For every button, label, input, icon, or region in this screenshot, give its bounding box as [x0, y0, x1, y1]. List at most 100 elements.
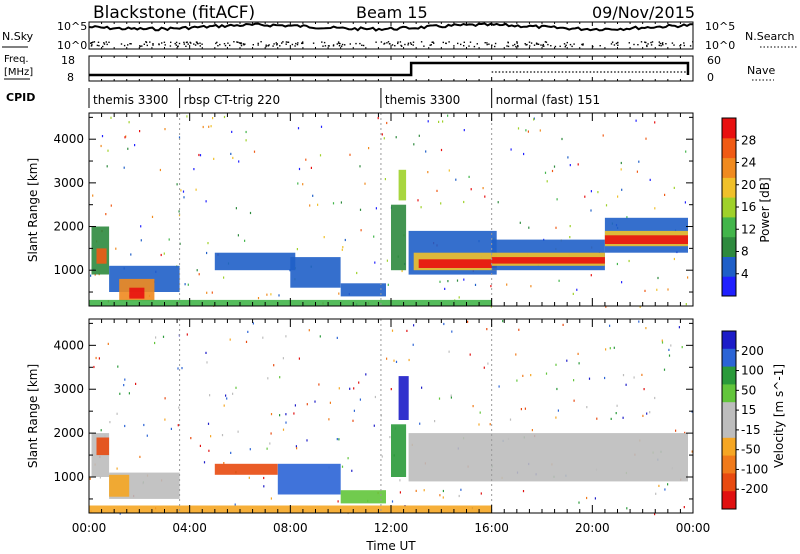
velocity-ylabel: Slant Range [km] — [26, 364, 40, 468]
data-band — [391, 204, 407, 271]
cpid-segment-label: normal (fast) 151 — [496, 93, 600, 107]
colorbar-tick-label: 100 — [741, 364, 764, 378]
range-tick-label: 1000 — [53, 263, 84, 277]
freq-right-top: 60 — [707, 54, 721, 67]
data-band — [96, 248, 107, 264]
colorbar-swatch — [722, 137, 736, 159]
freq-label: Freq. — [4, 54, 29, 65]
data-band — [277, 463, 341, 495]
colorbar-swatch — [722, 118, 736, 139]
colorbar-swatch — [722, 420, 736, 439]
colorbar-swatch — [722, 236, 736, 257]
power-ylabel: Slant Range [km] — [26, 158, 40, 262]
freq-right-bottom: 0 — [707, 71, 714, 84]
data-band — [214, 252, 296, 271]
data-band — [340, 283, 386, 297]
cpid-strip: CPID themis 3300 rbsp CT-trig 220 themis 3… — [6, 88, 600, 108]
frequency-line — [89, 61, 690, 77]
data-band — [391, 424, 407, 477]
data-band — [109, 474, 130, 497]
colorbar-swatch — [722, 384, 736, 403]
range-tick-label: 4000 — [53, 338, 84, 352]
colorbar-swatch — [722, 473, 736, 492]
colorbar-tick-label: 50 — [741, 383, 756, 397]
nsky-label: N.Sky — [2, 30, 34, 43]
noise-left-bottom: 10^0 — [57, 39, 87, 52]
colorbar-swatch — [722, 216, 736, 238]
data-band — [340, 490, 386, 504]
colorbar-swatch — [722, 437, 736, 457]
freq-left-bottom: 8 — [67, 71, 74, 84]
time-tick-label: 08:00 — [273, 521, 308, 535]
colorbar-tick-label: -100 — [741, 462, 768, 476]
colorbar-swatch — [722, 157, 736, 178]
colorbar-tick-label: 24 — [741, 156, 756, 170]
range-tick-label: 1000 — [53, 470, 84, 484]
colorbar-tick-label: 15 — [741, 403, 756, 417]
colorbar-swatch — [722, 331, 736, 350]
colorbar-tick-label: 8 — [741, 245, 749, 259]
data-band — [408, 433, 688, 482]
data-band — [214, 463, 278, 475]
colorbar-swatch — [722, 402, 736, 421]
time-xlabel: Time UT — [365, 539, 416, 553]
range-tick-label: 2000 — [53, 426, 84, 440]
frequency-panel: Freq. [MHz] 18 8 60 0 Nave — [4, 54, 775, 84]
colorbar-swatch — [722, 491, 736, 510]
date-title: 09/Nov/2015 — [592, 3, 695, 22]
velocity-panel: 1000 2000 3000 4000 00:00 04:00 08:00 12:00 16:… — [26, 318, 786, 553]
colorbar-swatch — [722, 366, 736, 385]
time-tick-label: 04:00 — [172, 521, 207, 535]
power-colorbar-label: Power [dB] — [758, 177, 772, 242]
data-band — [398, 169, 407, 201]
data-band — [604, 235, 688, 244]
velocity-colorbar-label: Velocity [m s^-1] — [772, 364, 786, 468]
freq-left-top: 18 — [61, 54, 75, 67]
noise-left-top: 10^5 — [57, 20, 87, 33]
colorbar-tick-label: -15 — [741, 423, 761, 437]
colorbar-tick-label: 12 — [741, 222, 756, 236]
colorbar-tick-label: 4 — [741, 267, 749, 281]
colorbar-tick-label: -50 — [741, 443, 761, 457]
colorbar-tick-label: -200 — [741, 482, 768, 496]
beam-title: Beam 15 — [356, 3, 428, 22]
velocity-colorbar: 200 100 50 15 -15 -50 -100 -200 — [721, 330, 768, 510]
time-tick-label: 16:00 — [474, 521, 509, 535]
colorbar-swatch — [722, 177, 736, 198]
noise-right-bottom: 10^0 — [705, 39, 735, 52]
data-band — [96, 437, 110, 456]
time-tick-label: 00:00 — [72, 521, 107, 535]
time-tick-label: 00:00 — [676, 521, 711, 535]
colorbar-tick-label: 16 — [741, 200, 756, 214]
data-band — [491, 257, 605, 264]
freq-unit-label: [MHz] — [4, 67, 33, 78]
nsearch-label: N.Search — [745, 30, 795, 43]
range-tick-label: 4000 — [53, 132, 84, 146]
colorbar-tick-label: 20 — [741, 178, 756, 192]
noise-panel: N.Sky 10^5 10^0 10^5 10^0 N.Search — [2, 20, 798, 52]
cpid-label: CPID — [6, 91, 35, 104]
noise-right-top: 10^5 — [705, 20, 735, 33]
time-tick-label: 12:00 — [374, 521, 409, 535]
noise-search-dots — [90, 41, 694, 48]
power-panel: 1000 2000 3000 4000 Slant Range [km] 4 8 12 16… — [26, 112, 772, 308]
colorbar-tick-label: 28 — [741, 133, 756, 147]
colorbar-tick-label: 200 — [741, 344, 764, 358]
data-band — [290, 257, 341, 288]
nave-label: Nave — [747, 64, 775, 77]
cpid-segment-label: rbsp CT-trig 220 — [184, 93, 280, 107]
range-tick-label: 3000 — [53, 382, 84, 396]
range-tick-label: 2000 — [53, 220, 84, 234]
colorbar-swatch — [722, 256, 736, 277]
colorbar-swatch — [722, 455, 736, 474]
colorbar-swatch — [722, 348, 736, 368]
time-tick-label: 20:00 — [575, 521, 610, 535]
range-tick-label: 3000 — [53, 176, 84, 190]
cpid-segment-label: themis 3300 — [385, 93, 460, 107]
station-title: Blackstone (fitACF) — [93, 3, 255, 23]
colorbar-swatch — [722, 197, 736, 218]
colorbar-swatch — [722, 276, 736, 297]
data-band — [418, 259, 497, 268]
cpid-segment-label: themis 3300 — [93, 93, 168, 107]
